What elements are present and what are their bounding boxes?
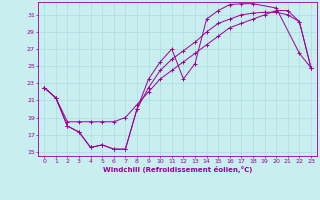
X-axis label: Windchill (Refroidissement éolien,°C): Windchill (Refroidissement éolien,°C) bbox=[103, 166, 252, 173]
